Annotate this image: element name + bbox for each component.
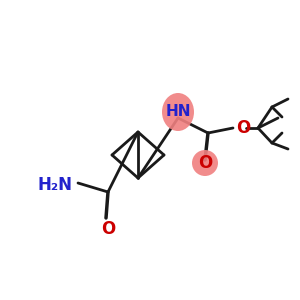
- Text: H₂N: H₂N: [38, 176, 73, 194]
- Text: O: O: [236, 119, 250, 137]
- Ellipse shape: [162, 93, 194, 131]
- Text: O: O: [198, 154, 212, 172]
- Ellipse shape: [192, 150, 218, 176]
- Text: O: O: [101, 220, 115, 238]
- Text: HN: HN: [165, 104, 191, 119]
